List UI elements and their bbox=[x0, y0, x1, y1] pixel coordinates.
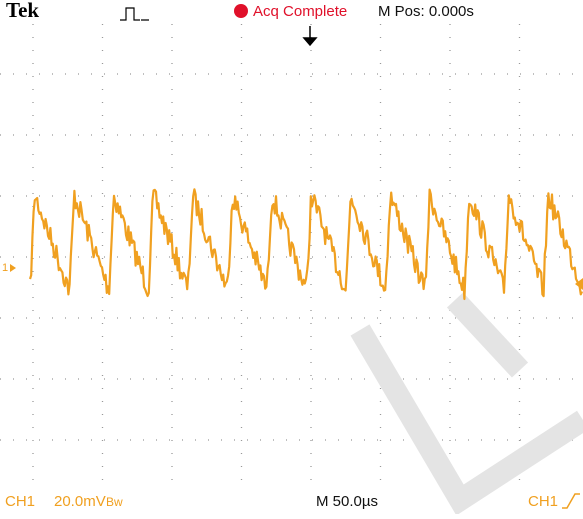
channel-arrow bbox=[10, 264, 16, 272]
waveform bbox=[28, 188, 583, 301]
channel-label: CH1 bbox=[5, 493, 35, 510]
position: M Pos: 0.000s bbox=[378, 3, 474, 20]
trigger-slope bbox=[562, 493, 580, 509]
run-icon bbox=[120, 7, 149, 21]
trigger-source: CH1 bbox=[528, 493, 558, 510]
vertical-scale: 20.0mV bbox=[54, 493, 106, 510]
trigger-position-marker bbox=[302, 26, 318, 47]
watermark bbox=[350, 292, 583, 516]
trigger-level-marker bbox=[575, 278, 583, 290]
channel-marker: 1 bbox=[2, 262, 8, 274]
watermark-stroke bbox=[350, 324, 583, 516]
bandwidth-limit: Bw bbox=[106, 495, 123, 509]
acq-status: Acq Complete bbox=[253, 3, 347, 20]
watermark-stroke bbox=[446, 292, 529, 378]
brand: Tek bbox=[6, 0, 39, 22]
status-dot bbox=[234, 4, 248, 18]
timebase: M 50.0µs bbox=[316, 493, 378, 510]
